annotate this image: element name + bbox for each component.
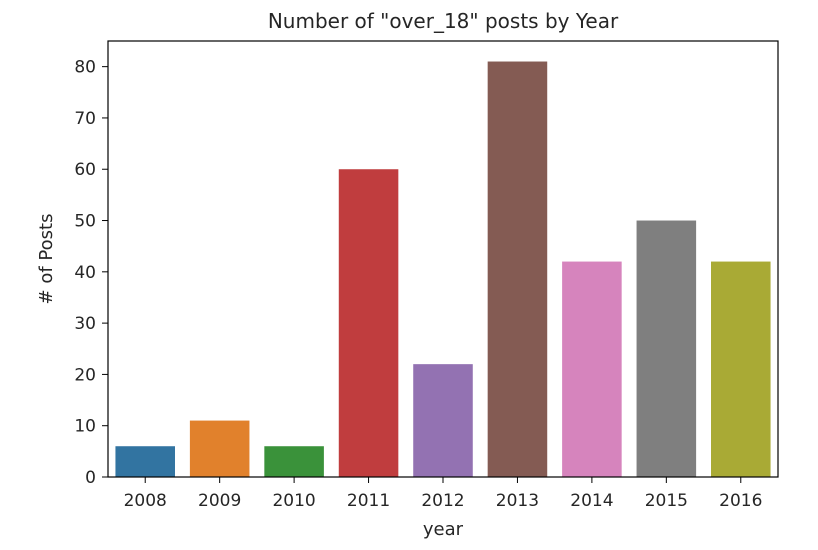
x-tick-label: 2011 <box>347 491 390 511</box>
y-tick-label: 20 <box>74 365 96 385</box>
y-axis-label: # of Posts <box>36 214 57 305</box>
x-tick-label: 2012 <box>421 491 464 511</box>
x-axis-label: year <box>423 519 464 540</box>
y-tick-label: 80 <box>74 58 96 78</box>
bar-2008 <box>115 446 175 477</box>
bar-2015 <box>636 220 697 477</box>
x-axis: 2008 2009 2010 2011 2012 2013 2014 2015 2016 <box>124 477 762 511</box>
bar-2009 <box>189 420 250 477</box>
y-axis: 0 10 20 30 40 50 60 70 80 <box>74 58 108 488</box>
x-tick-label: 2016 <box>719 491 762 511</box>
x-tick-label: 2015 <box>645 491 688 511</box>
x-tick-label: 2008 <box>124 491 167 511</box>
y-tick-label: 10 <box>74 417 96 437</box>
x-tick-label: 2009 <box>198 491 241 511</box>
x-tick-label: 2013 <box>496 491 539 511</box>
bars-group <box>115 61 771 478</box>
y-tick-label: 0 <box>85 468 96 488</box>
bar-2012 <box>413 364 473 477</box>
x-tick-label: 2014 <box>570 491 613 511</box>
bar-2010 <box>264 446 324 477</box>
bar-2011 <box>338 169 399 477</box>
y-tick-label: 50 <box>74 212 96 232</box>
y-tick-label: 70 <box>74 109 96 129</box>
bar-2014 <box>562 261 622 477</box>
x-tick-label: 2010 <box>272 491 315 511</box>
chart-title: Number of "over_18" posts by Year <box>268 9 619 33</box>
y-tick-label: 60 <box>74 160 96 180</box>
y-tick-label: 30 <box>74 314 96 334</box>
bar-2013 <box>487 61 548 478</box>
bar-2016 <box>711 261 771 477</box>
y-tick-label: 40 <box>74 263 96 283</box>
